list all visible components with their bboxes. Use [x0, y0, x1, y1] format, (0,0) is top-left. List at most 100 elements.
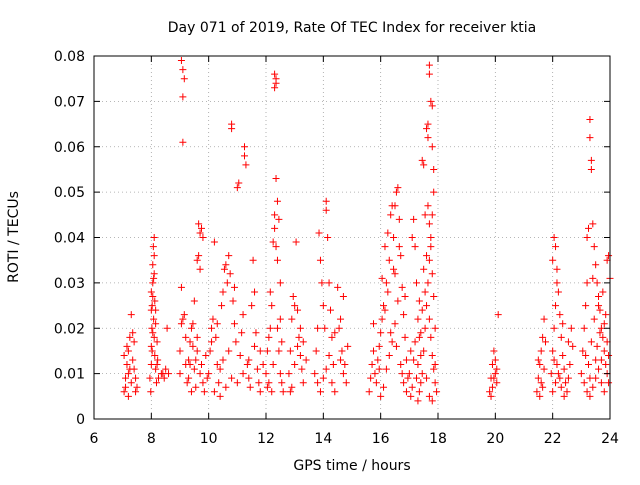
data-point: [488, 383, 496, 391]
data-point: [152, 306, 160, 314]
data-point: [539, 333, 547, 341]
data-point: [398, 370, 406, 378]
data-point: [418, 306, 426, 314]
data-point: [553, 279, 561, 287]
data-point: [265, 379, 273, 387]
data-point: [559, 320, 567, 328]
data-point: [253, 365, 261, 373]
data-point: [266, 324, 274, 332]
x-tick-label: 14: [314, 431, 332, 447]
data-point: [223, 279, 231, 287]
data-point: [382, 365, 390, 373]
data-point: [190, 297, 198, 305]
data-point: [248, 302, 256, 310]
data-point: [549, 388, 557, 396]
data-point: [335, 324, 343, 332]
data-point: [331, 329, 339, 337]
data-point: [410, 356, 418, 364]
data-point: [533, 388, 541, 396]
data-point: [540, 365, 548, 373]
x-tick-label: 16: [372, 431, 390, 447]
data-point: [397, 252, 405, 260]
data-point: [367, 374, 375, 382]
data-point: [424, 120, 432, 128]
x-tick-label: 12: [257, 431, 275, 447]
data-point: [216, 365, 224, 373]
data-point: [245, 356, 253, 364]
data-point: [577, 370, 585, 378]
data-point: [252, 329, 260, 337]
data-point: [219, 356, 227, 364]
data-point: [322, 206, 330, 214]
data-point: [585, 224, 592, 232]
data-point: [180, 311, 188, 319]
data-point: [378, 274, 386, 282]
data-point: [559, 351, 567, 359]
data-point: [400, 379, 408, 387]
data-point: [486, 388, 494, 396]
data-point: [147, 288, 155, 296]
data-point: [420, 265, 428, 273]
data-point: [187, 324, 195, 332]
data-point: [583, 234, 591, 241]
data-point: [564, 374, 572, 382]
data-point: [401, 333, 409, 341]
data-point: [339, 370, 347, 378]
data-point: [124, 370, 132, 378]
data-point: [427, 234, 435, 241]
data-point: [377, 329, 385, 337]
data-point: [177, 320, 185, 328]
data-point: [222, 383, 230, 391]
data-point: [206, 347, 214, 355]
data-point: [279, 388, 287, 396]
data-point: [491, 356, 499, 364]
data-point: [239, 370, 247, 378]
data-point: [150, 274, 158, 282]
data-point: [392, 188, 400, 196]
x-tick-label: 10: [200, 431, 218, 447]
data-point: [259, 361, 267, 369]
data-point: [249, 256, 257, 264]
data-point: [298, 365, 306, 373]
data-point: [388, 338, 396, 346]
data-point: [413, 374, 420, 382]
data-point: [404, 374, 412, 382]
data-point: [319, 302, 327, 310]
data-point: [377, 392, 385, 400]
data-point: [374, 356, 382, 364]
data-point: [196, 265, 204, 273]
data-point: [424, 202, 432, 210]
data-point: [579, 347, 587, 355]
data-point: [268, 388, 276, 396]
data-point: [339, 292, 347, 300]
data-point: [593, 279, 601, 287]
data-point: [275, 347, 283, 355]
data-point: [583, 279, 591, 287]
data-point: [564, 338, 572, 346]
data-point: [394, 297, 402, 305]
data-point: [375, 365, 383, 373]
data-point: [199, 234, 207, 241]
data-point: [275, 215, 283, 223]
data-point: [163, 324, 171, 332]
data-point: [179, 315, 187, 323]
data-point: [195, 252, 203, 260]
data-point: [552, 302, 560, 310]
data-point: [314, 324, 322, 332]
data-point: [338, 347, 346, 355]
data-point: [603, 256, 611, 264]
data-point: [147, 342, 155, 350]
data-point: [331, 388, 339, 396]
x-tick-label: 8: [147, 431, 156, 447]
data-point: [585, 361, 592, 369]
data-point: [407, 347, 415, 355]
y-tick-label: 0.08: [54, 49, 85, 65]
data-point: [299, 338, 307, 346]
data-point: [154, 356, 162, 364]
data-point: [421, 324, 429, 332]
data-point: [556, 311, 564, 319]
data-point: [319, 374, 327, 382]
y-tick-label: 0.01: [54, 367, 85, 383]
data-point: [425, 256, 433, 264]
